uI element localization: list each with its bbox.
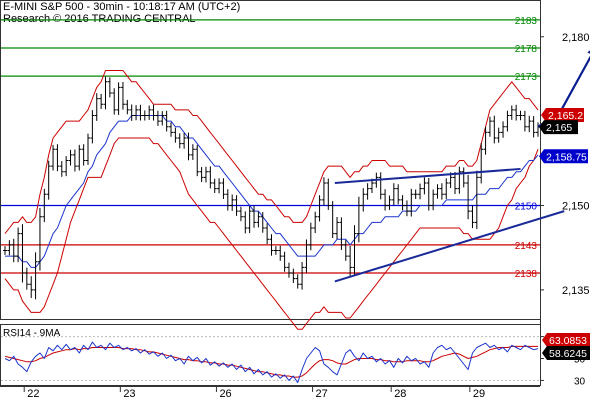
x-tick-label: 29 — [473, 388, 485, 400]
badge-text: 2,165 — [546, 122, 572, 134]
rsi-badge-ma: 63.0853 — [542, 333, 590, 347]
rsi-line — [4, 341, 539, 384]
forecast-arrow-head — [587, 50, 590, 54]
x-tick-label: 26 — [219, 388, 231, 400]
bollinger-upper-band — [4, 70, 539, 234]
moving-average-line — [5, 115, 539, 268]
x-tick-label: 27 — [316, 388, 328, 400]
badge-price: 2,165 — [539, 120, 578, 135]
badge-bb: 2,165.2 — [541, 108, 584, 122]
chart-header-instrument: E-MINI S&P 500 - 30min - 10:18:17 AM (UT… — [3, 1, 241, 13]
x-tick-label: 28 — [394, 388, 406, 400]
rsi-title: RSI14 - 9MA — [3, 328, 61, 339]
chart-header-copyright: Research © 2016 TRADING CENTRAL — [3, 13, 196, 25]
badge-text: 58.6245 — [549, 348, 587, 360]
bollinger-lower-band — [4, 137, 539, 330]
badge-text: 63.0853 — [549, 335, 587, 347]
badge-text: 2,158.75 — [546, 151, 587, 163]
badge-background — [542, 333, 590, 347]
level-label-support: 2138 — [515, 269, 538, 280]
badge-background — [542, 346, 590, 360]
price-y-tick-label: 2,135 — [562, 285, 590, 297]
badge-background — [541, 108, 584, 122]
rsi-y-tick-label: 30 — [574, 376, 586, 387]
badge-ma: 2,158.75 — [539, 149, 588, 164]
x-tick-label: 23 — [123, 388, 135, 400]
rsi-ma-line — [4, 345, 538, 378]
trendline — [334, 210, 565, 283]
rsi-badge-rsi: 58.6245 — [542, 346, 590, 360]
price-y-tick-label: 2,180 — [562, 32, 590, 44]
level-label-resistance: 2183 — [515, 16, 538, 27]
badge-background — [539, 149, 588, 164]
level-label-resistance: 2173 — [515, 72, 538, 83]
trendline — [334, 167, 521, 184]
x-tick-label: 22 — [27, 388, 39, 400]
level-label-pivot: 2150 — [515, 202, 538, 213]
badge-background — [539, 120, 578, 135]
price-y-tick-label: 2,150 — [562, 201, 590, 213]
level-label-resistance: 2178 — [515, 44, 538, 55]
level-label-support: 2143 — [515, 241, 538, 252]
badge-text: 2,165.2 — [548, 110, 583, 122]
